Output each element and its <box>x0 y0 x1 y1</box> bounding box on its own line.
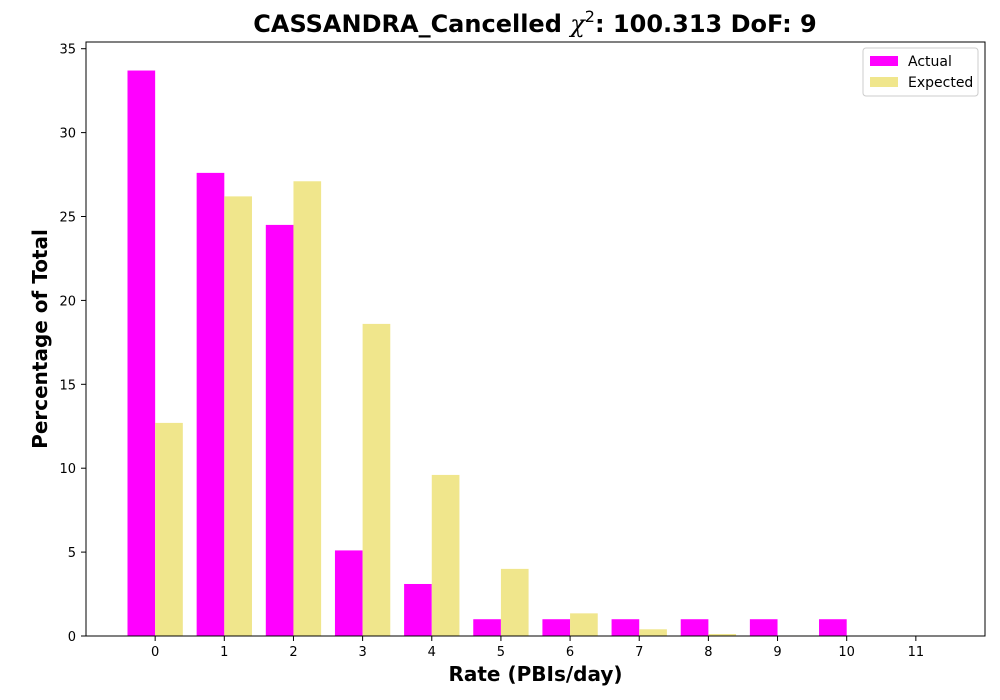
x-tick-label: 11 <box>908 645 925 660</box>
x-tick-label: 10 <box>838 645 855 660</box>
y-axis-ticks: 0 5 10 15 20 25 30 35 <box>59 43 86 645</box>
x-tick-label: 3 <box>358 645 366 660</box>
bar-actual-9 <box>749 619 778 636</box>
title-symbol: χ <box>568 10 586 38</box>
bar-actual-7 <box>611 619 640 636</box>
x-tick-label: 1 <box>220 645 228 660</box>
bar-expected-8 <box>708 633 737 636</box>
x-tick-label: 6 <box>566 645 574 660</box>
legend-swatch-actual <box>870 56 898 66</box>
bar-expected-6 <box>570 613 598 636</box>
bar-expected-1 <box>224 196 252 637</box>
y-tick-label: 20 <box>59 294 76 309</box>
x-axis-ticks: 0 1 2 3 4 5 6 7 8 9 10 11 <box>151 636 924 660</box>
x-tick-label: 4 <box>428 645 436 660</box>
y-tick-label: 30 <box>59 127 76 142</box>
bar-expected-3 <box>362 323 391 636</box>
bar-actual-6 <box>542 619 571 636</box>
x-tick-label: 5 <box>497 645 505 660</box>
bar-expected-7 <box>639 629 667 636</box>
chart-title: CASSANDRA_Cancelled χ2: 100.313 DoF: 9 <box>253 7 816 38</box>
bar-expected-0 <box>155 422 183 636</box>
bar-actual-10 <box>819 619 847 636</box>
legend-label-actual: Actual <box>908 54 952 70</box>
x-axis-label: Rate (PBIs/day) <box>448 662 622 686</box>
title-superscript: 2 <box>585 7 595 26</box>
bar-expected-5 <box>500 568 529 636</box>
bar-expected-2 <box>293 181 322 636</box>
plot-frame <box>85 41 986 637</box>
y-tick-label: 10 <box>59 462 76 477</box>
x-tick-label: 2 <box>289 645 297 660</box>
y-tick-label: 35 <box>59 43 76 58</box>
bar-actual-1 <box>196 172 225 637</box>
x-tick-label: 9 <box>773 645 781 660</box>
y-tick-label: 25 <box>59 211 76 226</box>
bar-actual-0 <box>127 70 156 637</box>
legend-label-expected: Expected <box>908 75 973 91</box>
bar-actual-4 <box>404 583 432 636</box>
title-suffix: : 100.313 DoF: 9 <box>595 10 817 38</box>
bar-expected-4 <box>431 474 460 636</box>
bar-actual-5 <box>473 619 501 636</box>
y-tick-label: 15 <box>59 378 76 393</box>
bars-group <box>127 70 875 637</box>
bar-actual-3 <box>334 550 363 636</box>
y-axis-label: Percentage of Total <box>28 229 52 449</box>
y-tick-label: 0 <box>68 630 76 645</box>
legend: Actual Expected <box>862 47 979 97</box>
x-tick-label: 7 <box>635 645 643 660</box>
x-tick-label: 8 <box>704 645 712 660</box>
x-tick-label: 0 <box>151 645 159 660</box>
y-tick-label: 5 <box>68 546 76 561</box>
title-prefix: CASSANDRA_Cancelled <box>253 10 570 38</box>
bar-actual-8 <box>680 619 709 636</box>
bar-actual-2 <box>265 224 294 636</box>
legend-swatch-expected <box>870 77 898 87</box>
